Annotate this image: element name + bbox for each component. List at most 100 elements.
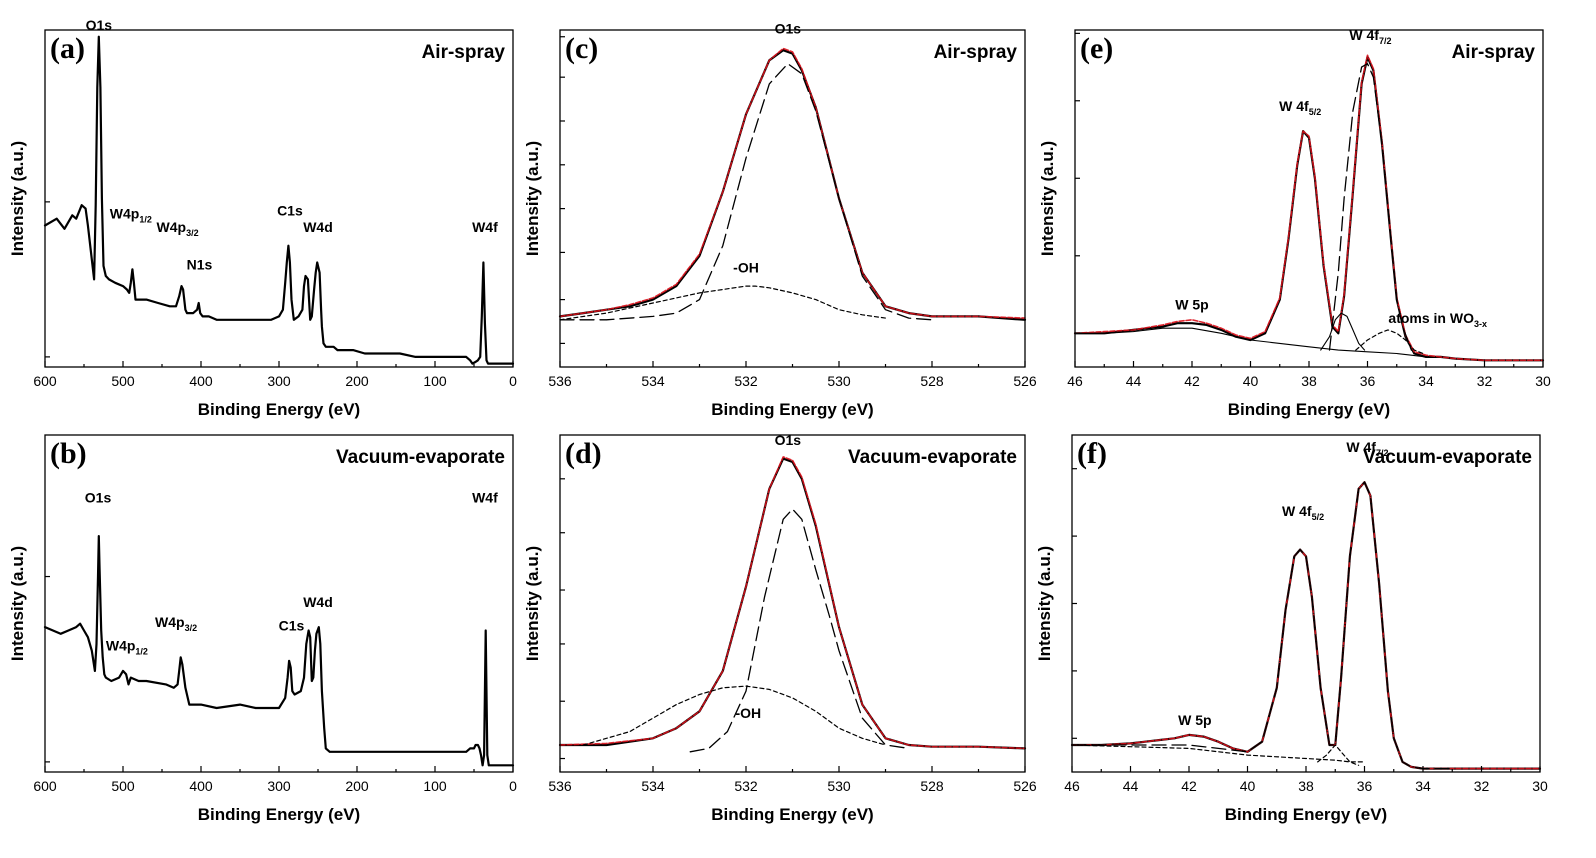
peak-label: W 4f7/2	[1349, 27, 1391, 46]
peak-label: O1s	[86, 17, 113, 33]
series-d-fit-1	[559, 456, 1026, 750]
sample-label: Air-spray	[422, 42, 506, 63]
series-e-dashdot-5	[1355, 329, 1424, 355]
series-f-fit-1	[1071, 481, 1541, 770]
panel-d: 536 534 532 530 528 526 Binding Energy (eV) Int…	[523, 432, 1037, 824]
peak-label-text: O1s	[86, 17, 113, 33]
panel-label: (d)	[565, 437, 602, 470]
peak-label: W4p1/2	[110, 206, 152, 225]
x-tick-label: 300	[267, 373, 291, 389]
peak-label: W 4f5/2	[1282, 503, 1324, 522]
series-b-data-0	[43, 535, 515, 767]
peak-label-subscript: 3-x	[1474, 319, 1487, 329]
peak-label: N1s	[187, 256, 213, 272]
peak-label-text: W4d	[303, 219, 333, 235]
x-tick-label: 0	[509, 778, 517, 794]
x-tick-label: 500	[111, 373, 135, 389]
sample-label: Air-spray	[934, 42, 1018, 63]
x-axis-title: Binding Energy (eV)	[1228, 400, 1390, 419]
series-d-dashdot-3	[582, 685, 887, 746]
peak-label: W4p3/2	[157, 219, 199, 238]
y-axis-title: Intensity (a.u.)	[8, 141, 27, 256]
x-tick-label: 34	[1415, 778, 1431, 794]
x-tick-label: 400	[189, 373, 213, 389]
peak-label-subscript: 5/2	[1309, 107, 1322, 117]
series-f-dash-2	[1071, 481, 1453, 770]
x-tick-label: 400	[189, 778, 213, 794]
peak-label: O1s	[775, 432, 802, 448]
x-tick-label: 532	[734, 778, 758, 794]
peak-label: W4d	[303, 594, 333, 610]
series-e-dash-3	[1328, 63, 1413, 351]
peak-label: -OH	[735, 705, 761, 721]
x-axis-title: Binding Energy (eV)	[711, 805, 873, 824]
peak-label: W4f	[472, 219, 498, 235]
x-tick-label: 526	[1013, 373, 1037, 389]
x-tick-label: 200	[345, 778, 369, 794]
peak-label-text: W4d	[303, 594, 333, 610]
peak-label-text: W4p	[106, 638, 136, 654]
x-tick-label: 44	[1126, 373, 1142, 389]
series-a-data-0	[43, 35, 515, 365]
x-tick-label: 600	[33, 778, 57, 794]
peak-label-subscript: 1/2	[135, 647, 148, 657]
x-tick-label: 530	[827, 373, 851, 389]
y-axis-title: Intensity (a.u.)	[523, 546, 542, 661]
panel-label: (c)	[565, 32, 598, 65]
plot-frame-f	[1071, 434, 1541, 773]
peak-label-text: atoms in WO	[1388, 310, 1474, 326]
y-axis-title: Intensity (a.u.)	[523, 141, 542, 256]
x-tick-label: 300	[267, 778, 291, 794]
x-axis-title: Binding Energy (eV)	[1225, 805, 1387, 824]
x-tick-label: 36	[1360, 373, 1376, 389]
peak-label-subscript: 7/2	[1376, 448, 1389, 458]
peak-label-text: O1s	[775, 20, 802, 36]
peak-label-subscript: 3/2	[185, 623, 198, 633]
plot-frame-d	[559, 434, 1026, 773]
x-tick-label: 32	[1474, 778, 1490, 794]
x-tick-label: 36	[1357, 778, 1373, 794]
series-c-data-0	[558, 49, 1027, 321]
peak-label-text: O1s	[775, 432, 802, 448]
series-f-dashdot-4	[1317, 744, 1360, 766]
peak-label-text: W 5p	[1178, 712, 1211, 728]
peak-label: C1s	[279, 617, 305, 633]
x-tick-label: 42	[1184, 373, 1200, 389]
x-axis-title: Binding Energy (eV)	[198, 805, 360, 824]
y-axis-title: Intensity (a.u.)	[8, 546, 27, 661]
peak-label-text: W 4f	[1279, 98, 1309, 114]
x-tick-label: 34	[1418, 373, 1434, 389]
sample-label: Air-spray	[1452, 42, 1536, 63]
y-axis-title: Intensity (a.u.)	[1038, 141, 1057, 256]
x-tick-label: 38	[1298, 778, 1314, 794]
panel-b: 600 500 400 300 200 100 0 Binding Energy (eV) In…	[8, 434, 517, 824]
x-tick-label: 30	[1535, 373, 1551, 389]
x-tick-label: 32	[1477, 373, 1493, 389]
x-tick-label: 534	[641, 373, 665, 389]
series-d-data-0	[558, 457, 1027, 750]
peak-label-subscript: 3/2	[186, 228, 199, 238]
peak-label: -OH	[733, 260, 759, 276]
x-tick-label: 536	[548, 373, 572, 389]
series-e-fit-1	[1074, 54, 1544, 362]
sample-label: Vacuum-evaporate	[1363, 447, 1532, 468]
x-tick-label: 40	[1240, 778, 1256, 794]
peak-label: W4p1/2	[106, 638, 148, 657]
x-tick-label: 100	[423, 778, 447, 794]
peak-label: W4p3/2	[155, 614, 197, 633]
panel-e: 46 44 42 40 38 36 34 32 30 Binding Energy (eV) Int…	[1038, 27, 1551, 419]
peak-label: C1s	[277, 202, 303, 218]
peak-label-text: W4f	[472, 489, 498, 505]
panel-label: (f)	[1077, 437, 1107, 470]
peak-label: W 4f7/2	[1346, 439, 1388, 458]
series-f-data-0	[1070, 481, 1542, 770]
peak-label-text: W4p	[110, 206, 140, 222]
peak-label-text: C1s	[279, 617, 305, 633]
plot-frame-b	[44, 434, 514, 773]
panel-label: (b)	[50, 437, 87, 470]
x-tick-label: 528	[920, 778, 944, 794]
peak-label: W 4f5/2	[1279, 98, 1321, 117]
x-tick-label: 526	[1013, 778, 1037, 794]
series-c-fit-1	[559, 47, 1026, 319]
